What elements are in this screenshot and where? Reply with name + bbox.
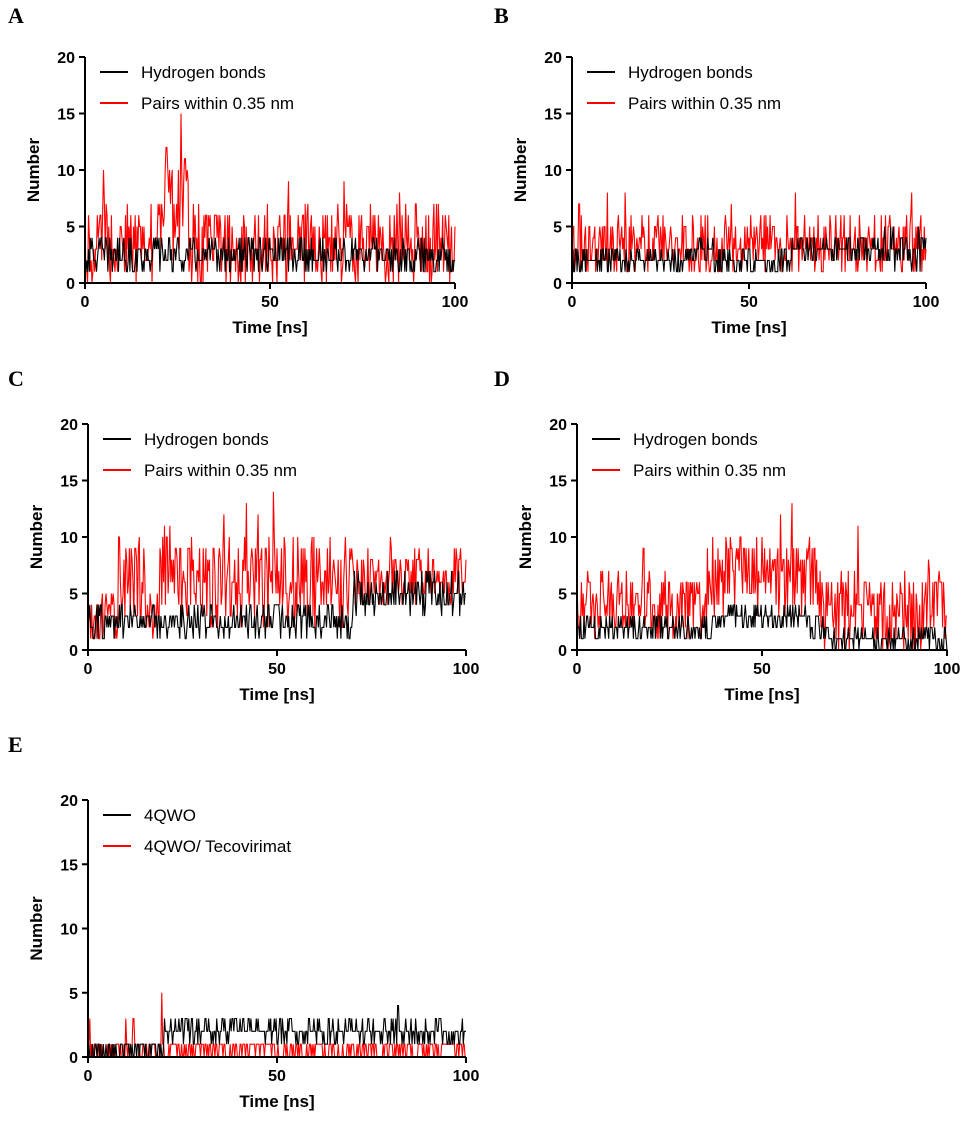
panel-letter: E [8, 732, 23, 757]
y-tick-label: 20 [544, 50, 562, 67]
y-tick-label: 15 [60, 474, 78, 491]
y-tick-label: 10 [57, 163, 75, 180]
panel-c: C 0 5 10 15 20 0 50 100 Time [ns] Number Hydrogen b… [8, 366, 479, 704]
x-tick-label: 100 [913, 294, 940, 311]
legend-label: 4QWO/ Tecovirimat [144, 837, 291, 856]
legend-label: Hydrogen bonds [633, 430, 758, 449]
x-tick-label: 0 [84, 661, 93, 678]
panel-letter: D [494, 366, 510, 391]
legend-label: Hydrogen bonds [141, 63, 266, 82]
y-tick-label: 20 [57, 50, 75, 67]
panel-a: A 0 5 10 15 20 0 50 100 Time [ns] Number Hydrogen b… [8, 3, 468, 337]
y-tick-label: 10 [549, 530, 567, 547]
legend-label: Pairs within 0.35 nm [633, 461, 786, 480]
x-axis-label: Time [ns] [724, 685, 799, 704]
y-tick-label: 5 [69, 587, 78, 604]
y-axis-label: Number [516, 505, 535, 570]
x-tick-label: 50 [261, 294, 279, 311]
series-line-black [87, 570, 466, 640]
series-line-red [571, 192, 927, 273]
y-tick-label: 10 [60, 922, 78, 939]
legend-label: Pairs within 0.35 nm [628, 94, 781, 113]
x-tick-label: 100 [453, 1068, 480, 1085]
y-tick-label: 15 [549, 474, 567, 491]
x-tick-label: 100 [442, 294, 469, 311]
x-tick-label: 0 [81, 294, 90, 311]
x-axis-label: Time [ns] [711, 318, 786, 337]
x-tick-label: 50 [753, 661, 771, 678]
y-axis-label: Number [27, 505, 46, 570]
panel-letter: A [8, 3, 24, 28]
y-tick-label: 10 [544, 163, 562, 180]
y-tick-label: 20 [549, 417, 567, 434]
y-tick-label: 15 [60, 857, 78, 874]
y-tick-label: 10 [60, 530, 78, 547]
y-tick-label: 5 [558, 587, 567, 604]
legend-label: Hydrogen bonds [628, 63, 753, 82]
legend-label: 4QWO [144, 806, 196, 825]
x-axis-label: Time [ns] [239, 685, 314, 704]
x-tick-label: 50 [268, 661, 286, 678]
y-tick-label: 15 [544, 107, 562, 124]
x-axis-label: Time [ns] [232, 318, 307, 337]
x-tick-label: 0 [568, 294, 577, 311]
x-axis-label: Time [ns] [239, 1092, 314, 1111]
y-tick-label: 0 [66, 276, 75, 293]
x-tick-label: 0 [573, 661, 582, 678]
panel-d: D 0 5 10 15 20 0 50 100 Time [ns] Number Hydrogen b… [494, 366, 960, 704]
panel-e: E 0 5 10 15 20 0 50 100 Time [ns] Number 4QWO 4QWO/ … [8, 732, 479, 1111]
series-line-black [84, 237, 455, 273]
y-tick-label: 5 [66, 220, 75, 237]
series-line-black [576, 604, 948, 651]
y-axis-label: Number [27, 896, 46, 961]
y-tick-label: 20 [60, 793, 78, 810]
y-tick-label: 5 [69, 986, 78, 1003]
x-tick-label: 100 [453, 661, 480, 678]
y-axis-label: Number [24, 138, 43, 203]
x-tick-label: 50 [740, 294, 758, 311]
series-line-black [571, 226, 927, 273]
panel-letter: C [8, 366, 24, 391]
x-tick-label: 0 [84, 1068, 93, 1085]
x-tick-label: 50 [268, 1068, 286, 1085]
panel-letter: B [494, 3, 509, 28]
series-line-red [84, 113, 456, 284]
y-tick-label: 0 [553, 276, 562, 293]
series-line-red [87, 992, 466, 1058]
x-tick-label: 100 [934, 661, 961, 678]
y-tick-label: 0 [558, 643, 567, 660]
legend-label: Hydrogen bonds [144, 430, 269, 449]
y-tick-label: 5 [553, 220, 562, 237]
y-tick-label: 20 [60, 417, 78, 434]
y-axis-label: Number [511, 138, 530, 203]
legend-label: Pairs within 0.35 nm [141, 94, 294, 113]
legend-label: Pairs within 0.35 nm [144, 461, 297, 480]
y-tick-label: 0 [69, 1050, 78, 1067]
y-tick-label: 15 [57, 107, 75, 124]
y-tick-label: 0 [69, 643, 78, 660]
series-line-red [88, 491, 467, 640]
panel-b: B 0 5 10 15 20 0 50 100 Time [ns] Number Hydrogen b… [494, 3, 939, 337]
